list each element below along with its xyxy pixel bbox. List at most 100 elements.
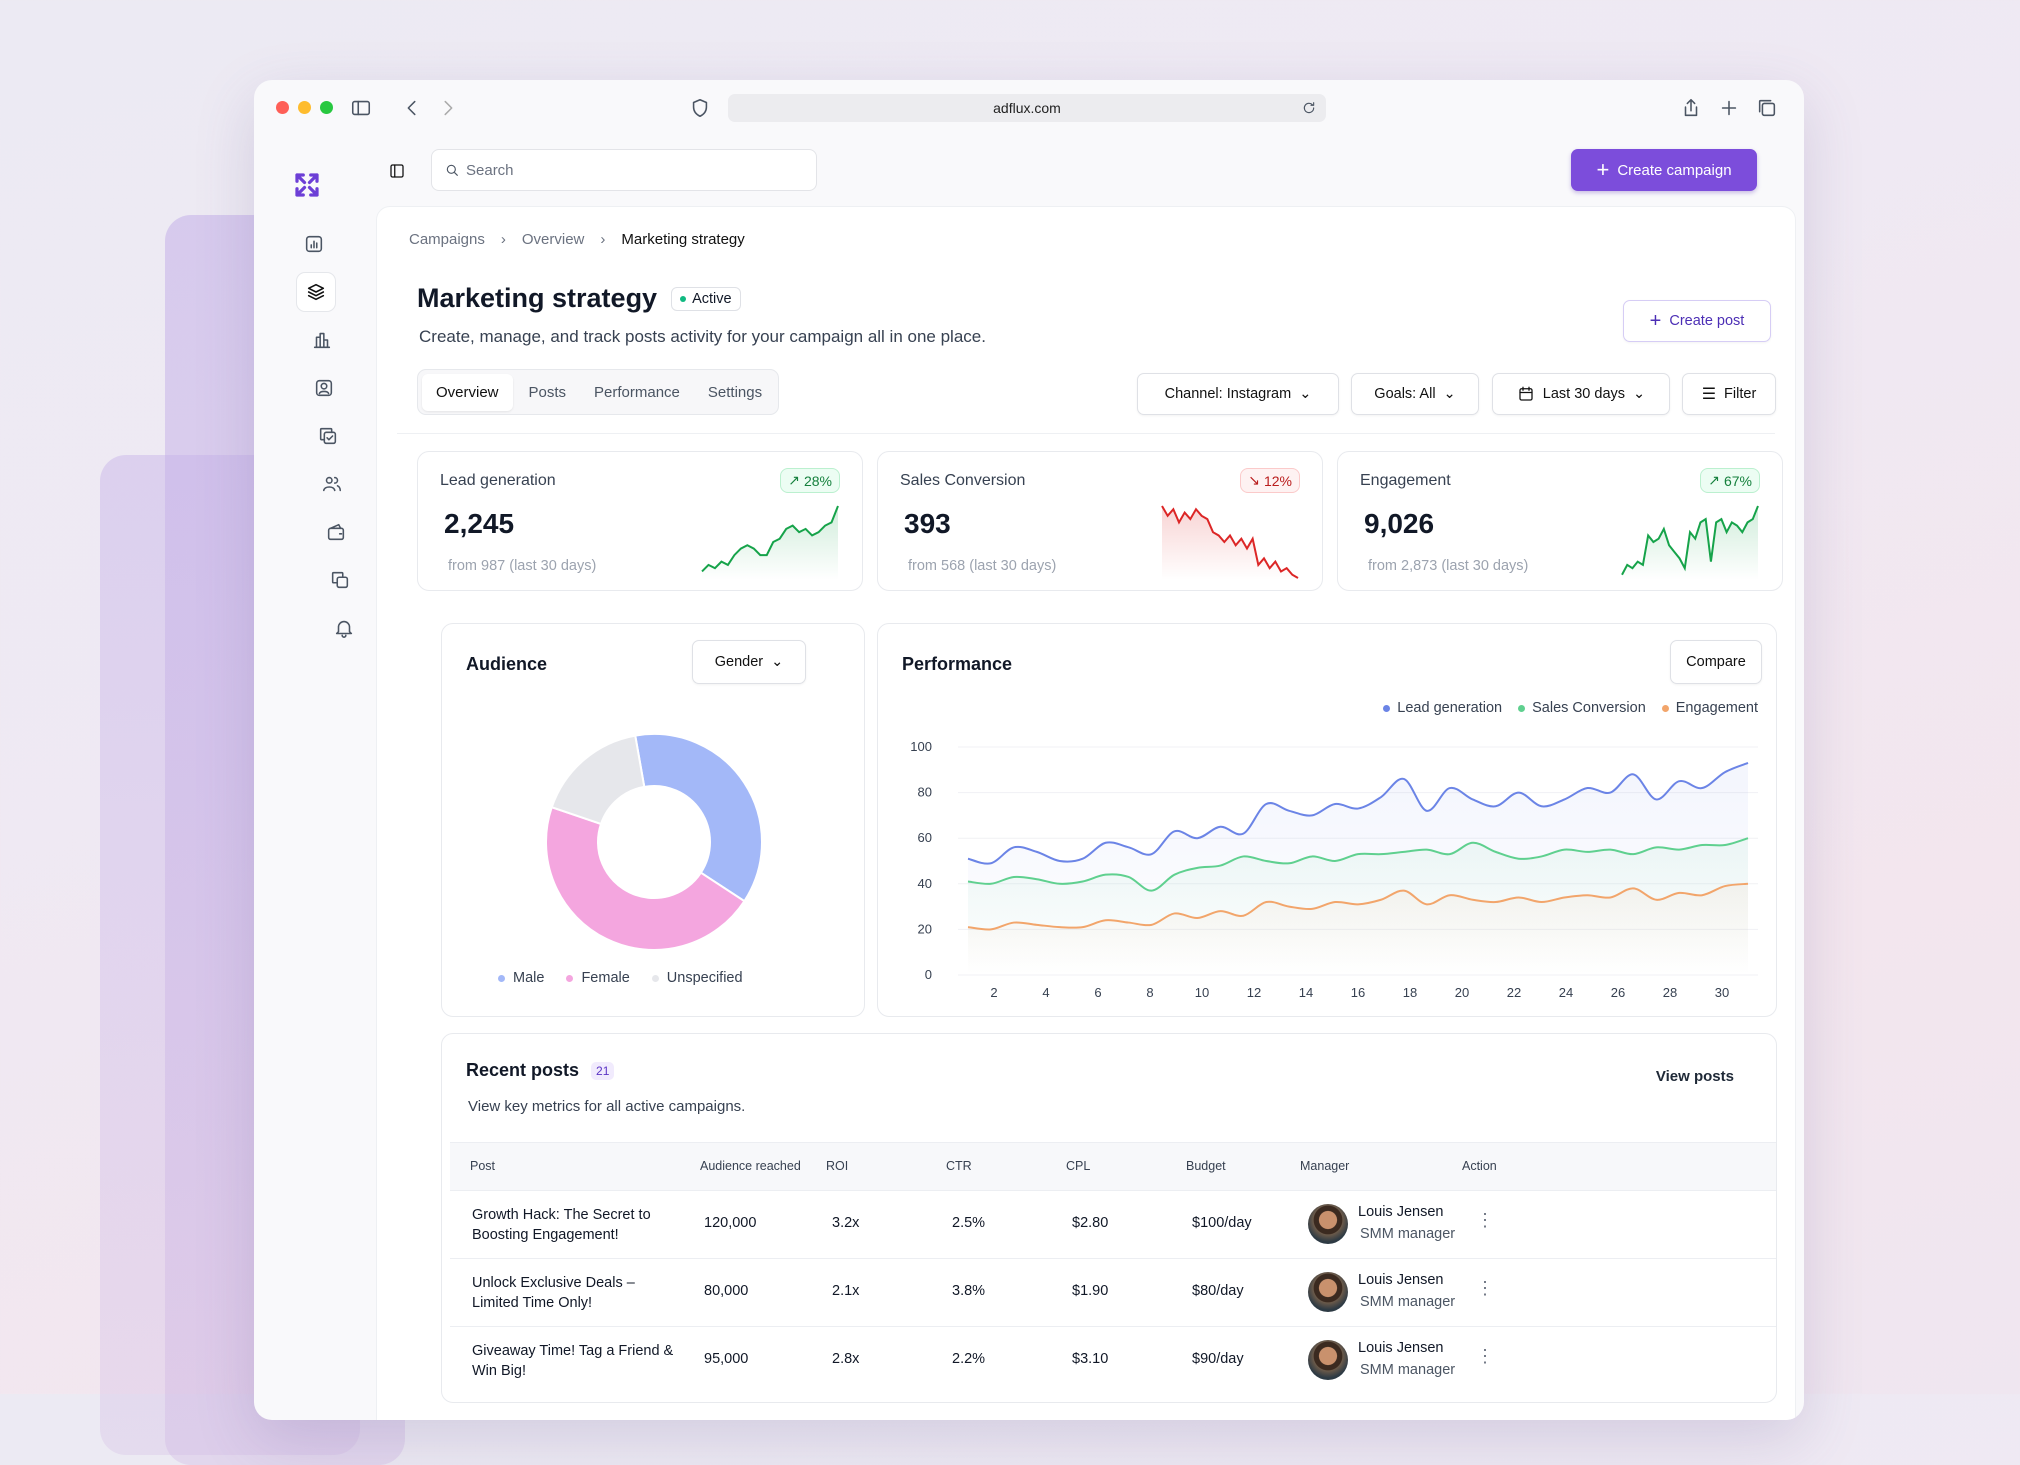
sidebar-item-analytics-icon[interactable] (304, 322, 340, 358)
recent-posts-subtitle: View key metrics for all active campaign… (468, 1098, 746, 1115)
more-actions-icon[interactable]: ⋮ (1476, 1210, 1494, 1230)
manager-role: SMM manager (1360, 1226, 1456, 1242)
close-window-button[interactable] (276, 101, 289, 114)
audience-reached: 120,000 (704, 1215, 757, 1231)
post-title[interactable]: Growth Hack: The Secret to Boosting Engag… (472, 1205, 694, 1245)
series-area (968, 883, 1748, 975)
minimize-window-button[interactable] (298, 101, 311, 114)
address-bar[interactable]: adflux.com (728, 94, 1326, 122)
donut-slice-female[interactable] (545, 805, 746, 951)
tab-performance[interactable]: Performance (594, 383, 680, 401)
x-tick-label: 30 (1715, 985, 1729, 1000)
logo-icon[interactable] (290, 168, 324, 202)
table-row[interactable]: Unlock Exclusive Deals – Limited Time Onl… (450, 1258, 1776, 1326)
shield-icon[interactable] (688, 96, 712, 120)
manager-role: SMM manager (1360, 1362, 1456, 1378)
create-campaign-label: Create campaign (1617, 161, 1732, 179)
donut-slice-male[interactable] (634, 733, 763, 903)
legend-item: Unspecified (651, 970, 743, 986)
cpl: $3.10 (1072, 1351, 1109, 1367)
series-line-sales-conversion[interactable] (967, 837, 1749, 892)
budget: $90/day (1192, 1351, 1244, 1367)
ctr: 2.5% (952, 1215, 986, 1231)
sidebar-item-contacts-icon[interactable] (306, 370, 342, 406)
x-tick-label: 12 (1247, 985, 1261, 1000)
table-row[interactable]: Giveaway Time! Tag a Friend & Win Big! 95… (450, 1326, 1776, 1394)
audience-legend: Male Female Unspecified (498, 970, 743, 986)
tab-posts[interactable]: Posts (528, 383, 567, 401)
breadcrumb: Campaigns › Overview › Marketing strategy (409, 231, 745, 248)
tab-overview[interactable]: Overview (422, 373, 513, 411)
sidebar-item-notifications-icon[interactable] (326, 610, 362, 646)
audience-card: Audience Gender ⌄ Male Female Unspecified (441, 623, 865, 1017)
view-posts-link[interactable]: View posts (1655, 1068, 1734, 1085)
column-header: ROI (826, 1159, 849, 1173)
audience-reached: 95,000 (704, 1351, 749, 1367)
stat-from: from 987 (last 30 days) (448, 558, 597, 574)
series-line-engagement[interactable] (967, 882, 1749, 931)
stat-card: Lead generation ↗ 28% 2,245 from 987 (las… (417, 451, 863, 591)
manager-name: Louis Jensen (1358, 1204, 1444, 1220)
post-title-line: Boosting Engagement! (472, 1227, 619, 1243)
more-actions-icon[interactable]: ⋮ (1476, 1278, 1494, 1298)
legend-dot (1661, 704, 1669, 712)
stat-change: 12% (1263, 472, 1292, 489)
stat-from: from 2,873 (last 30 days) (1368, 558, 1529, 574)
create-campaign-button[interactable]: + Create campaign (1571, 149, 1757, 191)
sidebar-item-tasks-icon[interactable] (310, 418, 346, 454)
search-input[interactable]: Search (431, 149, 817, 191)
filter-button[interactable]: ☰ Filter (1682, 373, 1776, 415)
sidebar-item-users-icon[interactable] (314, 466, 350, 502)
budget: $100/day (1192, 1215, 1252, 1231)
breadcrumb-campaigns[interactable]: Campaigns (409, 231, 485, 248)
forward-icon[interactable] (436, 96, 460, 120)
series-line-lead-generation[interactable] (967, 762, 1749, 865)
stat-label: Engagement (1360, 472, 1451, 489)
channel-dropdown[interactable]: Channel: Instagram ⌄ (1137, 373, 1339, 415)
share-icon[interactable] (1678, 95, 1704, 121)
donut-slice-unspecified[interactable] (550, 734, 646, 826)
recent-posts-header: Recent posts 21 (466, 1060, 615, 1081)
more-actions-icon[interactable]: ⋮ (1476, 1346, 1494, 1366)
chevron-down-icon: ⌄ (1299, 386, 1312, 402)
column-header: CPL (1066, 1159, 1091, 1173)
back-icon[interactable] (400, 96, 424, 120)
breadcrumb-overview[interactable]: Overview (521, 231, 585, 248)
performance-title: Performance (902, 654, 1013, 674)
chevron-down-icon: ⌄ (1633, 386, 1646, 402)
maximize-window-button[interactable] (320, 101, 333, 114)
url-text: adflux.com (993, 100, 1061, 116)
sidebar-item-dashboard-icon[interactable] (296, 226, 332, 262)
x-tick-label: 14 (1299, 985, 1313, 1000)
sidebar-item-wallet-icon[interactable] (318, 514, 354, 550)
post-title[interactable]: Giveaway Time! Tag a Friend & Win Big! (472, 1341, 694, 1381)
column-header: Audience reached (700, 1159, 801, 1173)
table-row[interactable]: Growth Hack: The Secret to Boosting Engag… (450, 1190, 1776, 1258)
create-post-button[interactable]: + Create post (1623, 300, 1771, 342)
performance-card: Performance Compare Lead generation Sales… (877, 623, 1777, 1017)
sidebar-item-copy-icon[interactable] (322, 562, 358, 598)
trend-up-icon: ↗ (788, 472, 800, 488)
tabs-overview-icon[interactable] (1754, 95, 1780, 121)
sidebar-toggle-icon[interactable] (348, 96, 374, 120)
post-title-line: Unlock Exclusive Deals – (472, 1275, 635, 1291)
reload-icon[interactable] (1298, 97, 1320, 119)
legend-dot (566, 974, 574, 982)
legend-item: Lead generation (1383, 700, 1502, 716)
compare-button[interactable]: Compare (1670, 640, 1762, 684)
sidebar-item-campaigns-icon[interactable] (296, 272, 336, 312)
post-title[interactable]: Unlock Exclusive Deals – Limited Time Onl… (472, 1273, 694, 1313)
chevron-right-icon: › (500, 231, 506, 248)
collapse-sidebar-icon[interactable] (384, 158, 410, 184)
y-tick-label: 60 (918, 830, 932, 845)
legend-dot (651, 974, 659, 982)
gender-dropdown[interactable]: Gender ⌄ (692, 640, 806, 684)
browser-window: adflux.com Search + Create campaign Campa… (254, 80, 1804, 1420)
tab-settings[interactable]: Settings (707, 383, 763, 401)
goals-dropdown[interactable]: Goals: All ⌄ (1351, 373, 1479, 415)
date-range-dropdown[interactable]: Last 30 days ⌄ (1492, 373, 1670, 415)
sparkline-area (702, 506, 838, 580)
tab-bar: Overview Posts Performance Settings (417, 369, 780, 415)
new-tab-icon[interactable] (1716, 95, 1742, 121)
audience-donut-chart (545, 733, 763, 951)
